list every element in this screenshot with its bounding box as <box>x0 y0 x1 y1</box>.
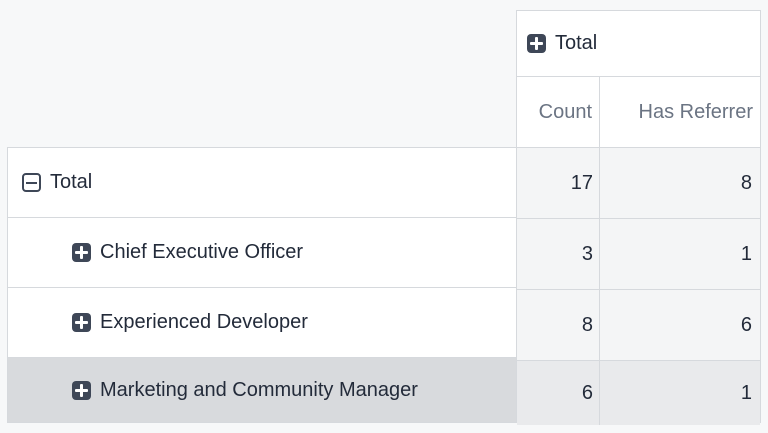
column-group-label: Total <box>555 32 598 54</box>
data-cell-count[interactable]: 3 <box>517 219 600 289</box>
data-cell-count[interactable]: 8 <box>517 290 600 360</box>
data-row-marketing-and-community-manager: 6 1 <box>517 361 760 425</box>
data-cell-has-referrer[interactable]: 1 <box>600 219 760 289</box>
row-header-experienced-developer[interactable]: Experienced Developer <box>8 288 516 358</box>
measure-header-has-referrer[interactable]: Has Referrer <box>600 77 760 147</box>
data-cell-count[interactable]: 17 <box>517 148 600 218</box>
data-cell-count[interactable]: 6 <box>517 361 600 425</box>
expand-icon[interactable] <box>72 313 91 332</box>
row-label: Experienced Developer <box>100 311 308 333</box>
data-row-total: 17 8 <box>517 148 760 219</box>
measure-header-count[interactable]: Count <box>517 77 600 147</box>
data-cells: 17 8 3 1 8 6 6 1 <box>516 147 761 425</box>
row-label: Chief Executive Officer <box>100 241 304 263</box>
data-cell-has-referrer[interactable]: 1 <box>600 361 760 425</box>
column-group-header-total[interactable]: Total <box>517 11 760 77</box>
row-label: Total <box>50 171 93 193</box>
column-headers: Total Count Has Referrer <box>516 10 761 148</box>
measure-header-row: Count Has Referrer <box>517 77 760 147</box>
expand-icon[interactable] <box>72 380 91 400</box>
row-label: Marketing and Community Manager <box>100 378 418 401</box>
row-header-marketing-and-community-manager[interactable]: Marketing and Community Manager <box>8 358 516 422</box>
data-cell-has-referrer[interactable]: 6 <box>600 290 760 360</box>
expand-icon[interactable] <box>72 243 91 262</box>
row-header-column: Total Chief Executive Officer Experience… <box>7 147 517 423</box>
row-header-total[interactable]: Total <box>8 148 516 218</box>
expand-icon[interactable] <box>527 34 546 53</box>
data-cell-has-referrer[interactable]: 8 <box>600 148 760 218</box>
row-header-chief-executive-officer[interactable]: Chief Executive Officer <box>8 218 516 288</box>
data-row-experienced-developer: 8 6 <box>517 290 760 361</box>
data-row-chief-executive-officer: 3 1 <box>517 219 760 290</box>
collapse-icon[interactable] <box>22 173 41 192</box>
